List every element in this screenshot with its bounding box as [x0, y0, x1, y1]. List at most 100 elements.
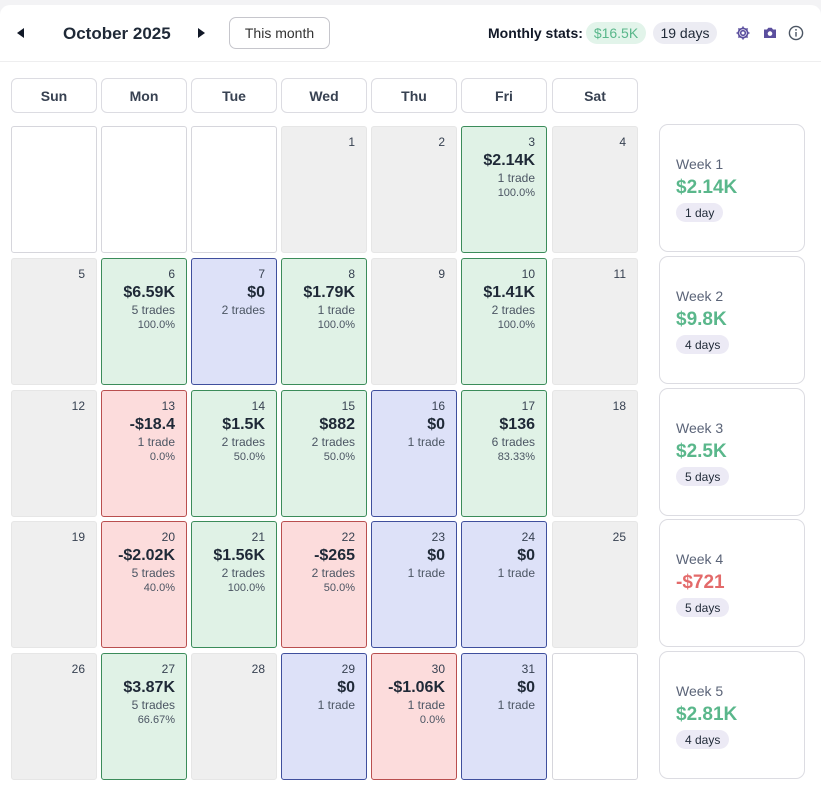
trade-count: 1 trade	[317, 303, 355, 317]
week-days-badge: 4 days	[676, 335, 730, 354]
day-pnl: $0	[247, 284, 265, 301]
this-month-button[interactable]: This month	[229, 17, 330, 49]
day-number: 13	[161, 399, 175, 413]
day-cell-22[interactable]: 22 -$265 2 trades 50.0%	[281, 521, 367, 648]
day-cell-21[interactable]: 21 $1.56K 2 trades 100.0%	[191, 521, 277, 648]
day-cell-28: 28	[191, 653, 277, 780]
info-icon	[788, 25, 804, 41]
day-pnl: $1.79K	[303, 284, 355, 301]
day-pnl: $1.41K	[483, 284, 535, 301]
day-cell-20[interactable]: 20 -$2.02K 5 trades 40.0%	[101, 521, 187, 648]
win-rate: 100.0%	[497, 319, 535, 331]
win-rate: 66.67%	[137, 714, 175, 726]
gear-icon	[736, 26, 750, 40]
day-cell-14[interactable]: 14 $1.5K 2 trades 50.0%	[191, 390, 277, 517]
win-rate: 50.0%	[233, 451, 265, 463]
month-title: October 2025	[63, 24, 171, 43]
trade-count: 2 trades	[221, 303, 265, 317]
day-cell-24[interactable]: 24 $0 1 trade	[461, 521, 547, 648]
day-cell-29[interactable]: 29 $0 1 trade	[281, 653, 367, 780]
day-cell-23[interactable]: 23 $0 1 trade	[371, 521, 457, 648]
day-cell-2: 2	[371, 126, 457, 253]
day-number: 6	[168, 267, 175, 281]
calendar-header: October 2025 This month Monthly stats: $…	[0, 5, 821, 62]
day-cell-6[interactable]: 6 $6.59K 5 trades 100.0%	[101, 258, 187, 385]
week-days-badge: 5 days	[676, 598, 730, 617]
caret-left-icon	[17, 28, 24, 38]
day-cell-blank	[101, 126, 187, 253]
day-cell-31[interactable]: 31 $0 1 trade	[461, 653, 547, 780]
win-rate: 0.0%	[419, 714, 445, 726]
day-cell-7[interactable]: 7 $0 2 trades	[191, 258, 277, 385]
trade-count: 1 trade	[407, 566, 445, 580]
week-pnl: $9.8K	[676, 309, 727, 330]
day-cell-16[interactable]: 16 $0 1 trade	[371, 390, 457, 517]
prev-month-button[interactable]	[13, 23, 29, 43]
day-number: 21	[251, 530, 265, 544]
day-number: 30	[431, 662, 445, 676]
win-rate: 0.0%	[149, 451, 175, 463]
info-button[interactable]	[788, 25, 804, 41]
week-summary-card[interactable]: Week 4 -$721 5 days	[659, 519, 805, 647]
day-cell-27[interactable]: 27 $3.87K 5 trades 66.67%	[101, 653, 187, 780]
day-number: 15	[341, 399, 355, 413]
trade-count: 1 trade	[317, 698, 355, 712]
day-cell-13[interactable]: 13 -$18.4 1 trade 0.0%	[101, 390, 187, 517]
day-pnl: $0	[427, 547, 445, 564]
day-cell-30[interactable]: 30 -$1.06K 1 trade 0.0%	[371, 653, 457, 780]
day-cell-5: 5	[11, 258, 97, 385]
week-pnl: $2.5K	[676, 441, 727, 462]
day-pnl: $6.59K	[123, 284, 175, 301]
trade-count: 5 trades	[131, 566, 175, 580]
day-number: 11	[613, 267, 626, 281]
day-cell-blank	[552, 653, 638, 780]
settings-button[interactable]	[735, 25, 751, 41]
day-cell-10[interactable]: 10 $1.41K 2 trades 100.0%	[461, 258, 547, 385]
win-rate: 100.0%	[317, 319, 355, 331]
day-number: 20	[161, 530, 175, 544]
day-cell-18: 18	[552, 390, 638, 517]
week-label: Week 3	[676, 420, 724, 436]
day-cell-15[interactable]: 15 $882 2 trades 50.0%	[281, 390, 367, 517]
day-number: 22	[341, 530, 355, 544]
day-number: 1	[348, 135, 355, 149]
next-month-button[interactable]	[193, 23, 209, 43]
win-rate: 100.0%	[137, 319, 175, 331]
trade-count: 1 trade	[407, 435, 445, 449]
day-number: 4	[619, 135, 626, 149]
day-pnl: $0	[427, 416, 445, 433]
week-days-badge: 1 day	[676, 203, 724, 222]
trade-count: 5 trades	[131, 303, 175, 317]
trade-count: 1 trade	[137, 435, 175, 449]
day-cell-17[interactable]: 17 $136 6 trades 83.33%	[461, 390, 547, 517]
win-rate: 40.0%	[143, 582, 175, 594]
weekday-header-sat: Sat	[552, 78, 638, 113]
day-cell-12: 12	[11, 390, 97, 517]
win-rate: 50.0%	[323, 582, 355, 594]
day-number: 10	[521, 267, 535, 281]
day-cell-8[interactable]: 8 $1.79K 1 trade 100.0%	[281, 258, 367, 385]
week-summary-card[interactable]: Week 2 $9.8K 4 days	[659, 256, 805, 384]
day-number: 26	[71, 662, 85, 676]
day-pnl: $0	[517, 547, 535, 564]
day-number: 29	[341, 662, 355, 676]
day-number: 19	[71, 530, 85, 544]
screenshot-button[interactable]	[762, 25, 778, 41]
trade-count: 1 trade	[407, 698, 445, 712]
weekday-header-sun: Sun	[11, 78, 97, 113]
day-cell-blank	[11, 126, 97, 253]
week-summary-card[interactable]: Week 1 $2.14K 1 day	[659, 124, 805, 252]
week-label: Week 4	[676, 551, 724, 567]
day-pnl: -$265	[314, 547, 355, 564]
weekday-header-tue: Tue	[191, 78, 277, 113]
trade-count: 2 trades	[311, 435, 355, 449]
day-pnl: -$1.06K	[388, 679, 445, 696]
week-summary-card[interactable]: Week 5 $2.81K 4 days	[659, 651, 805, 779]
week-pnl: $2.14K	[676, 177, 738, 198]
caret-right-icon	[198, 28, 205, 38]
day-cell-blank	[191, 126, 277, 253]
day-cell-25: 25	[552, 521, 638, 648]
week-summary-card[interactable]: Week 3 $2.5K 5 days	[659, 388, 805, 516]
day-pnl: $1.56K	[213, 547, 265, 564]
day-cell-3[interactable]: 3 $2.14K 1 trade 100.0%	[461, 126, 547, 253]
